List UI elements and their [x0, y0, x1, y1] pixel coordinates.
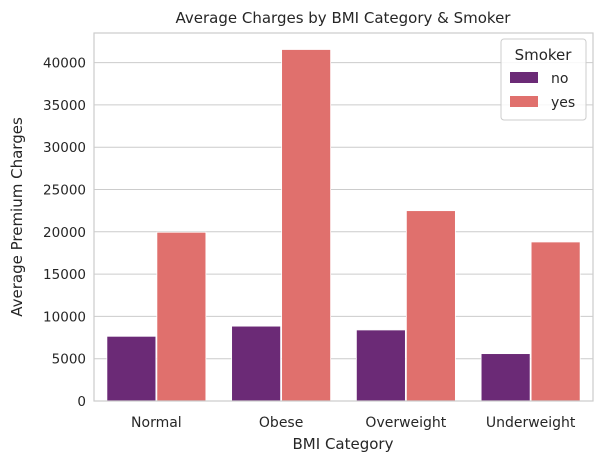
- bars: [106, 49, 581, 402]
- x-tick-label: Normal: [131, 415, 182, 431]
- axes-frame: [93, 32, 594, 402]
- bar-yes-normal: [156, 231, 207, 402]
- y-tick-label: 25000: [43, 183, 86, 199]
- legend-label-no: no: [551, 71, 568, 87]
- legend-label-yes: yes: [551, 95, 575, 111]
- y-tick-label: 20000: [43, 225, 86, 241]
- bar-no-normal: [106, 335, 157, 402]
- bar-no-underweight: [480, 353, 531, 402]
- y-tick-labels: 0 5000 10000 15000 20000 25000 30000 35000 40000: [43, 56, 86, 410]
- bar-no-overweight: [355, 329, 406, 402]
- x-axis-label: BMI Category: [293, 435, 394, 453]
- chart-title: Average Charges by BMI Category & Smoker: [176, 9, 512, 27]
- legend-swatch-yes: [510, 96, 538, 107]
- x-tick-labels: Normal Obese Overweight Underweight: [131, 415, 576, 431]
- legend-title: Smoker: [515, 46, 573, 64]
- y-tick-label: 35000: [43, 98, 86, 114]
- y-tick-label: 5000: [52, 352, 86, 368]
- legend-swatch-no: [510, 72, 538, 83]
- legend-items: no yes: [510, 71, 575, 111]
- y-tick-label: 30000: [43, 140, 86, 156]
- bar-yes-overweight: [405, 210, 456, 402]
- bar-no-obese: [231, 325, 282, 402]
- y-tick-label: 0: [77, 394, 86, 410]
- legend: Smoker no yes: [500, 38, 587, 121]
- bar-yes-underweight: [530, 241, 581, 402]
- x-tick-label: Overweight: [365, 415, 446, 431]
- y-axis-label: Average Premium Charges: [8, 117, 26, 317]
- y-tick-label: 15000: [43, 267, 86, 283]
- y-tick-label: 10000: [43, 309, 86, 325]
- y-tick-label: 40000: [43, 56, 86, 72]
- bar-yes-obese: [281, 49, 332, 402]
- x-tick-label: Obese: [259, 415, 303, 431]
- x-tick-label: Underweight: [486, 415, 576, 431]
